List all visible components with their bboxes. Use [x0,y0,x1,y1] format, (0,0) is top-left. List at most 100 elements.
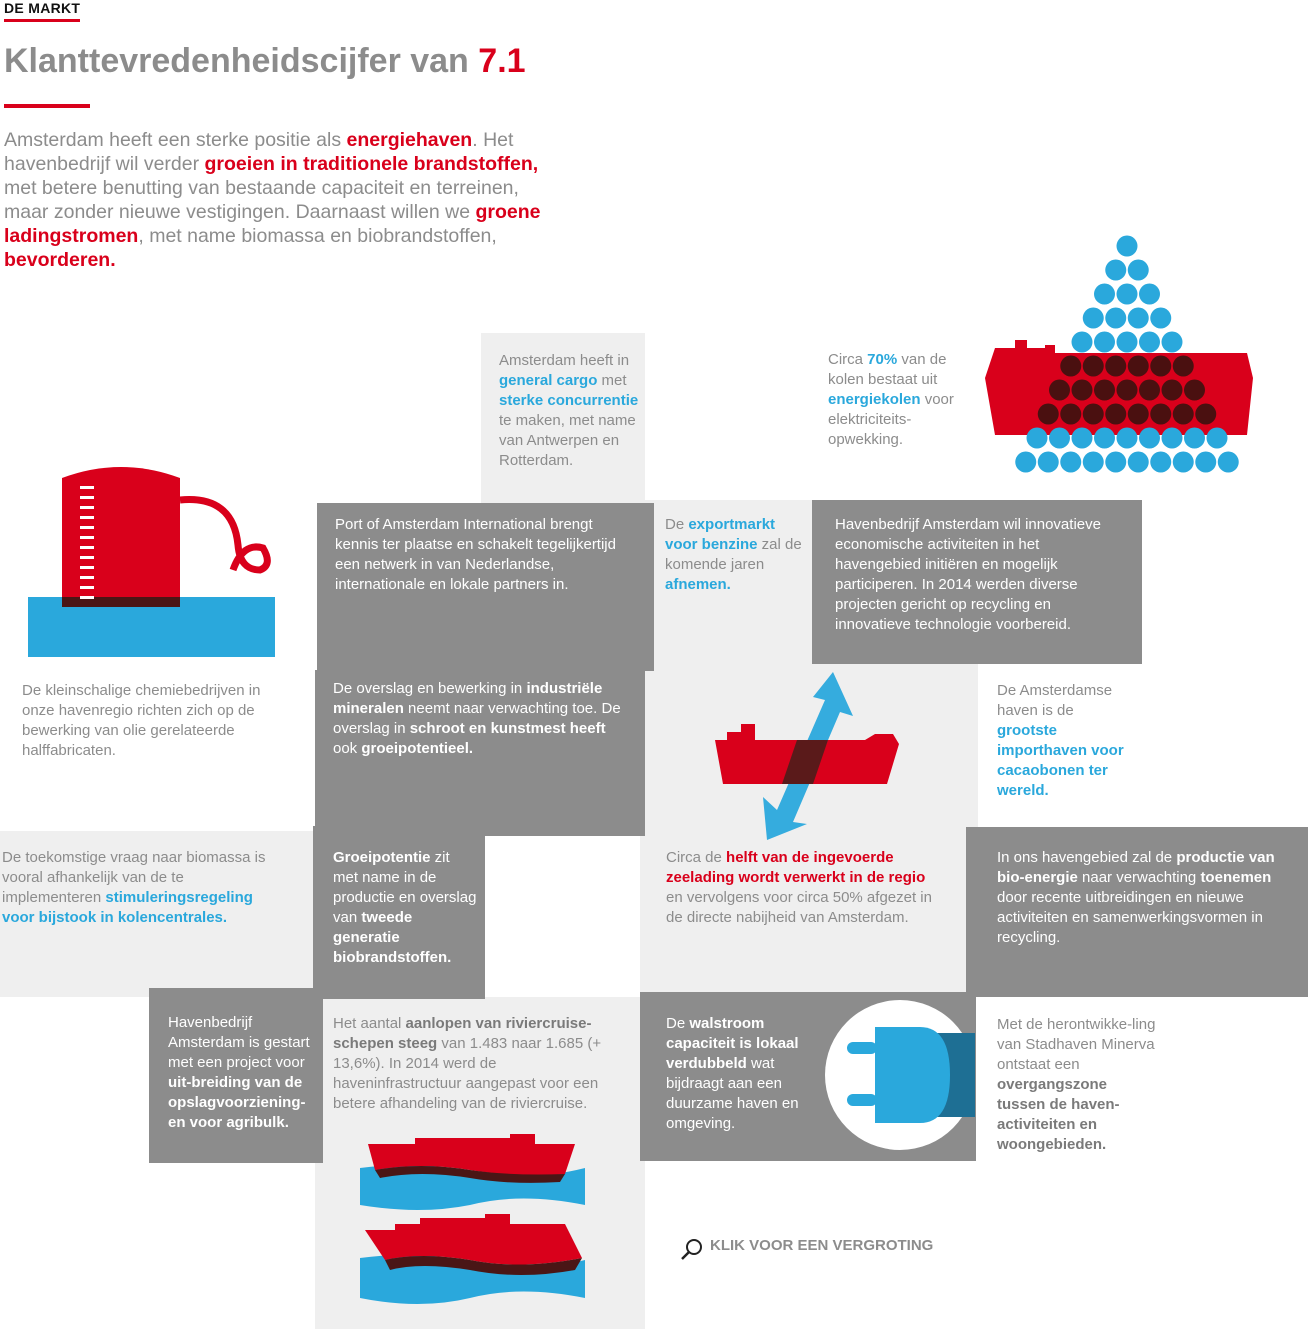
coal-dot [1184,427,1205,449]
text-segment: De overslag en bewerking in [333,680,527,697]
panel-groeipotentie [313,826,485,999]
coal-dot [1127,259,1149,281]
title-score: 7.1 [478,42,526,80]
panel-general-cargo [481,333,645,508]
text-segment: met [597,372,627,389]
chemical-tank-illustration [28,467,275,657]
text-segment: ook [333,740,362,757]
text-segment: groeien in traditionele brandstoffen, [204,153,539,175]
text-zeelading: Circa de helft van de ingevoerde zeeladi… [666,848,936,928]
text-chemie: De kleinschalige chemiebedrijven in onze… [22,681,292,761]
text-benzine: De exportmarkt voor benzine zal de komen… [665,515,805,595]
text-cacao: De Amsterdamse haven is de grootste impo… [997,681,1137,801]
text-segment: De [665,516,689,533]
coal-dot [1161,331,1183,353]
text-agribulk: Havenbedrijf Amsterdam is gestart met ee… [168,1013,318,1133]
coal-dot [1037,451,1059,473]
coal-dot [1094,379,1115,401]
text-riviercruise: Het aantal aanlopen van riviercruise-sch… [333,1014,628,1114]
text-overslag: De overslag en bewerking in industriële … [333,679,633,759]
title-rule [4,104,90,108]
text-segment: energiekolen [828,391,921,408]
text-segment: tweede generatie biobrandstoffen. [333,909,452,966]
coal-dot [1082,307,1104,329]
text-segment: van de kolen bestaat uit [828,351,947,388]
text-segment: toenemen [1200,869,1272,886]
coal-dot [1049,379,1070,401]
text-segment: voor elektriciteits-opwekking. [828,391,954,448]
coal-dot [1071,427,1093,449]
coal-dot [1161,427,1183,449]
text-segment: Amsterdam heeft in [499,352,630,369]
coal-dot [1172,451,1194,473]
text-segment: zal de komende jaren [665,536,802,573]
text-segment: . Het havenbedrijf wil verder [4,129,514,175]
coal-dot [1037,403,1059,425]
text-segment: overgangszone tussen de haven-activiteit… [997,1076,1120,1153]
coal-dot [1172,355,1194,377]
coal-dot [1116,331,1138,353]
text-segment: te maken, met name van Antwerpen en Rott… [499,412,636,469]
coal-dot [1105,451,1127,473]
text-bioenergie: In ons havengebied zal de productie van … [997,848,1282,948]
coal-ship-illustration [985,235,1253,473]
text-segment: general cargo [499,372,598,389]
section-label: DE MARKT [4,0,81,22]
text-segment: In ons havengebied zal de [997,849,1177,866]
coal-dot [1105,355,1127,377]
text-segment: De toekomstige vraag naar biomassa is vo… [2,849,266,906]
text-segment: naar verwachting [1077,869,1201,886]
text-segment: energiehaven [346,129,473,151]
coal-dot [1116,235,1138,257]
text-segment: sterke concurrentie [499,392,639,409]
panel-agribulk [149,988,323,1163]
text-segment: De kleinschalige chemiebedrijven in onze… [22,682,261,759]
coal-dot [1015,451,1037,473]
coal-dot [1127,307,1149,329]
text-biomassa: De toekomstige vraag naar biomassa is vo… [2,848,287,928]
text-walstroom: De walstroom capaciteit is lokaal verdub… [666,1014,806,1134]
coal-dot [1206,427,1228,449]
text-groeipotentie: Groeipotentie zit met name in de product… [333,848,478,968]
coal-dot [1094,427,1115,449]
zoom-label: KLIK VOOR EEN VERGROTING [710,1237,934,1254]
river-cruise-ships-illustration [360,1134,585,1304]
text-segment: grootste importhaven voor cacaobonen ter… [997,722,1124,799]
coal-dot [1116,283,1138,305]
coal-dot [1060,403,1082,425]
text-segment: stimuleringsregeling voor bijstook in ko… [2,889,253,926]
panel-port-international [317,503,654,671]
coal-dot [1139,379,1160,401]
text-segment: 70% [867,351,898,368]
coal-dot [1161,379,1183,401]
text-segment: , met name biomassa en biobrandstoffen, [138,225,497,247]
coal-dot [1105,307,1127,329]
coal-dots [1015,235,1239,473]
text-minerva: Met de herontwikke-ling van Stadhaven Mi… [997,1015,1157,1155]
panel-benzine [645,500,815,658]
coal-dot [1127,403,1149,425]
magnifier-icon [681,1239,702,1260]
text-segment: Het aantal [333,1015,406,1032]
coal-dot [1139,283,1160,305]
coal-dot [1060,451,1082,473]
text-segment: exportmarkt voor benzine [665,516,776,553]
text-segment: zit met name in de productie en overslag… [333,849,477,926]
coal-dot [1127,451,1149,473]
coal-dot [1116,379,1138,401]
coal-dot [1195,451,1217,473]
coal-dot [1094,283,1115,305]
text-segment: Amsterdam heeft een sterke positie als [4,129,347,151]
text-innovatie: Havenbedrijf Amsterdam wil innovatieve e… [835,515,1125,635]
text-segment: Havenbedrijf Amsterdam wil innovatieve e… [835,516,1101,633]
text-segment: Groeipotentie [333,849,431,866]
coal-dot [1150,451,1172,473]
coal-dot [1105,259,1127,281]
text-segment: aanlopen van riviercruise-schepen steeg [333,1015,592,1052]
coal-dot [1082,451,1104,473]
text-segment: afnemen. [665,576,731,593]
coal-dot [1217,451,1239,473]
coal-dot [1150,307,1172,329]
coal-dot [1060,355,1082,377]
text-segment: van 1.483 naar 1.685 (+ 13,6%). In 2014 … [333,1035,602,1112]
